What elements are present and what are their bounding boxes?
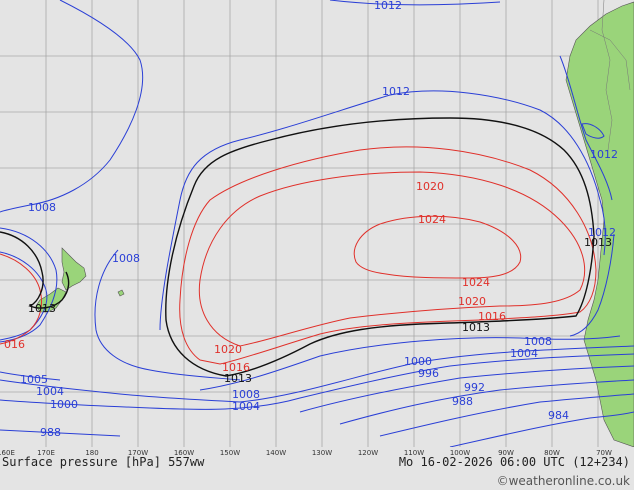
contour-label: 1013 (224, 372, 252, 385)
longitude-label: 170W (127, 449, 149, 457)
contour-label: 1008 (232, 388, 260, 401)
isobar-1008-chile (569, 233, 615, 337)
contour-label: 1020 (214, 343, 242, 356)
longitude-label: 160W (173, 449, 195, 457)
contour-label: 1012 (374, 0, 402, 12)
contour-label: 1013 (584, 236, 612, 249)
longitude-label: 120W (357, 449, 379, 457)
contour-label: 1016 (222, 361, 250, 374)
low-pressure-isobars (0, 0, 634, 447)
contour-label: 988 (40, 426, 61, 439)
isobar-1005-left (0, 371, 61, 381)
south-america (565, 1, 634, 447)
isobar-1000 (0, 353, 634, 410)
isobar-1012-top (329, 0, 501, 6)
country-borders (589, 0, 631, 151)
longitude-label: 100W (449, 449, 471, 457)
isobar-1004 (0, 345, 634, 403)
isobar-1016-main (179, 146, 597, 365)
isobar-1008-south (199, 335, 621, 391)
contour-label: 1024 (462, 276, 490, 289)
longitude-label: 170E (37, 449, 55, 457)
isobar-1012-left (0, 0, 144, 213)
isobar-1012-main (0, 251, 48, 341)
high-pressure-isobars (0, 146, 597, 365)
isobar-1016-left (0, 253, 43, 345)
contour-label: 1020 (416, 180, 444, 193)
credit-link[interactable]: ©weatheronline.co.uk (496, 474, 630, 488)
contour-label: 1004 (510, 347, 538, 360)
isobar-1013-nz (0, 231, 70, 309)
longitude-label: 160E (0, 449, 15, 457)
land-masses (35, 1, 634, 447)
contour-label: 1012 (382, 85, 410, 98)
longitude-label: 70W (596, 449, 612, 457)
isobar-996 (299, 365, 634, 413)
isobar-1012-central (159, 90, 606, 331)
contour-label: 984 (548, 409, 569, 422)
contour-label: 1012 (590, 148, 618, 161)
new-zealand-south-island (35, 287, 67, 313)
graticule (0, 0, 634, 447)
contour-label: 1000 (404, 355, 432, 368)
isobar-984 (449, 411, 634, 447)
ocean-background (0, 0, 634, 447)
chatham-islands (117, 289, 125, 297)
contour-label: 996 (418, 367, 439, 380)
isobar-1008-left (0, 227, 58, 343)
isobar-1008-mid (94, 249, 241, 381)
isobar-988-left (0, 429, 121, 437)
weather-map[interactable]: 1012 1012 1012 1012 1008 1008 1008 1008 … (0, 0, 634, 447)
contour-label: 1005 (20, 373, 48, 386)
contour-label: 992 (464, 381, 485, 394)
longitude-label: 140W (265, 449, 287, 457)
reference-isobars (0, 117, 595, 377)
isobar-1012-chile-loop (581, 123, 605, 139)
longitude-label: 90W (498, 449, 514, 457)
contour-label: 1008 (28, 201, 56, 214)
contour-label: 1004 (36, 385, 64, 398)
contour-label: 1013 (28, 302, 56, 315)
contour-labels: 1012 1012 1012 1012 1008 1008 1008 1008 … (4, 0, 618, 439)
contour-label: 1020 (458, 295, 486, 308)
longitude-label: 110W (403, 449, 425, 457)
contour-label: 1008 (112, 252, 140, 265)
contour-label: 1008 (524, 335, 552, 348)
isobar-1024 (353, 215, 522, 279)
longitude-label: 130W (311, 449, 333, 457)
contour-label: 988 (452, 395, 473, 408)
contour-label: 1004 (232, 400, 260, 413)
contour-label: 016 (4, 338, 25, 351)
contour-label: 1013 (462, 321, 490, 334)
contour-label: 1000 (50, 398, 78, 411)
contour-label: 1024 (418, 213, 446, 226)
longitude-label: 80W (544, 449, 560, 457)
longitude-label: 150W (219, 449, 241, 457)
isobar-992 (339, 379, 634, 425)
isobar-1013-main (165, 117, 595, 377)
isobar-1012-chile-coast (559, 55, 613, 201)
contour-label: 1016 (478, 310, 506, 323)
contour-label: 1012 (588, 226, 616, 239)
longitude-label: 180 (85, 449, 99, 457)
isobar-988-right (379, 393, 634, 437)
valid-time: Mo 16-02-2026 06:00 UTC (12+234) (398, 455, 630, 469)
isobar-1020 (198, 171, 586, 347)
map-title: Surface pressure [hPa] 557ww (2, 455, 205, 469)
